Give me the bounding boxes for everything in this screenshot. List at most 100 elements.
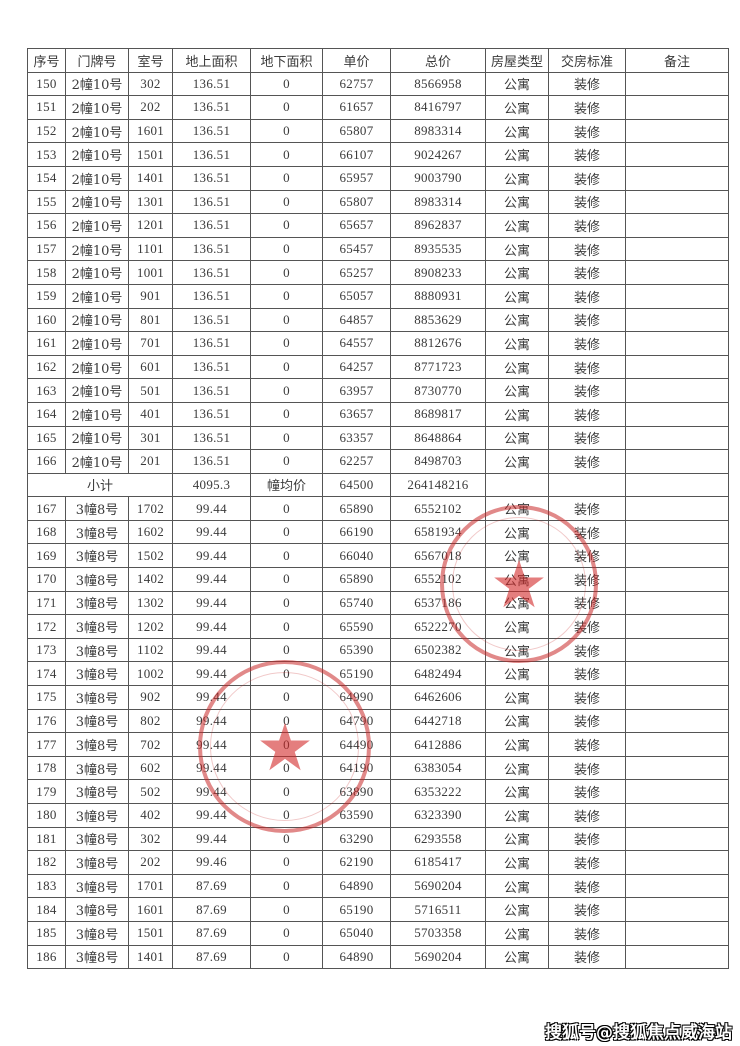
cell-room-no: 402	[128, 803, 173, 828]
cell-room-no: 401	[128, 401, 173, 427]
cell-unit-price: 65740	[322, 590, 391, 616]
cell-remarks	[625, 283, 729, 309]
cell-above-ground-area: 99.44	[172, 826, 251, 852]
cell-seq: 185	[27, 920, 66, 946]
cell-seq: 151	[27, 95, 66, 120]
cell-house-type: 公寓	[485, 189, 549, 215]
cell-house-type: 公寓	[485, 708, 549, 734]
subtotal-area: 4095.3	[172, 472, 251, 498]
cell-remarks	[625, 189, 729, 215]
cell-room-no: 301	[128, 425, 173, 451]
cell-seq: 161	[27, 331, 66, 356]
cell-seq: 165	[27, 425, 66, 451]
cell-remarks	[625, 401, 729, 427]
cell-above-ground-area: 136.51	[172, 260, 251, 285]
table-row: 152 2幢10号 1601 136.51 0 65807 8983314 公寓 装修	[27, 118, 729, 144]
cell-house-type: 公寓	[485, 637, 549, 663]
table-row: 167 3幢8号 1702 99.44 0 65890 6552102 公寓 装修	[27, 496, 729, 521]
cell-door-no: 3幢8号	[65, 944, 129, 970]
cell-seq: 167	[27, 496, 66, 521]
cell-total-price: 8812676	[390, 331, 486, 356]
cell-delivery-standard: 装修	[548, 331, 626, 356]
cell-room-no: 701	[128, 331, 173, 356]
cell-house-type: 公寓	[485, 944, 549, 970]
cell-house-type: 公寓	[485, 71, 549, 97]
table-row: 159 2幢10号 901 136.51 0 65057 8880931 公寓 装修	[27, 283, 729, 309]
cell-room-no: 902	[128, 685, 173, 710]
table-row: 168 3幢8号 1602 99.44 0 66190 6581934 公寓 装修	[27, 519, 729, 545]
cell-remarks	[625, 449, 729, 474]
table-row: 172 3幢8号 1202 99.44 0 65590 6522270 公寓 装修	[27, 614, 729, 639]
cell-house-type: 公寓	[485, 732, 549, 757]
cell-total-price: 5690204	[390, 944, 486, 970]
cell-door-no: 2幢10号	[65, 71, 129, 97]
cell-delivery-standard: 装修	[548, 425, 626, 451]
cell-door-no: 3幢8号	[65, 567, 129, 592]
cell-room-no: 501	[128, 378, 173, 403]
cell-seq: 163	[27, 378, 66, 403]
cell-house-type: 公寓	[485, 142, 549, 167]
cell-unit-price: 63357	[322, 425, 391, 451]
cell-remarks	[625, 496, 729, 521]
cell-house-type: 公寓	[485, 449, 549, 474]
cell-remarks	[625, 590, 729, 616]
cell-above-ground-area: 99.44	[172, 496, 251, 521]
cell-total-price: 6502382	[390, 637, 486, 663]
cell-house-type: 公寓	[485, 567, 549, 592]
cell-delivery-standard: 装修	[548, 732, 626, 757]
cell-room-no: 1501	[128, 142, 173, 167]
cell-seq: 172	[27, 614, 66, 639]
cell-delivery-standard: 装修	[548, 708, 626, 734]
cell-door-no: 3幢8号	[65, 708, 129, 734]
cell-delivery-standard: 装修	[548, 236, 626, 262]
cell-door-no: 3幢8号	[65, 826, 129, 852]
cell-unit-price: 63290	[322, 826, 391, 852]
cell-total-price: 5703358	[390, 920, 486, 946]
cell-delivery-standard: 装修	[548, 354, 626, 380]
cell-delivery-standard: 装修	[548, 543, 626, 569]
cell-seq: 170	[27, 567, 66, 592]
cell-room-no: 1602	[128, 519, 173, 545]
cell-unit-price: 65057	[322, 283, 391, 309]
cell-delivery-standard: 装修	[548, 449, 626, 474]
cell-delivery-standard: 装修	[548, 637, 626, 663]
cell-unit-price: 62190	[322, 850, 391, 875]
cell-unit-price: 65807	[322, 118, 391, 144]
cell-remarks	[625, 519, 729, 545]
cell-underground-area: 0	[250, 614, 323, 639]
cell-seq: 162	[27, 354, 66, 380]
cell-above-ground-area: 99.44	[172, 543, 251, 569]
cell-above-ground-area: 136.51	[172, 283, 251, 309]
cell-unit-price: 62257	[322, 449, 391, 474]
cell-total-price: 8730770	[390, 378, 486, 403]
table-row: 158 2幢10号 1001 136.51 0 65257 8908233 公寓 装修	[27, 260, 729, 285]
cell-remarks	[625, 142, 729, 167]
cell-room-no: 1401	[128, 944, 173, 970]
cell-seq: 183	[27, 873, 66, 899]
cell-room-no: 602	[128, 755, 173, 781]
cell-unit-price: 64890	[322, 873, 391, 899]
cell-delivery-standard: 装修	[548, 803, 626, 828]
cell-seq: 180	[27, 803, 66, 828]
cell-room-no: 1601	[128, 118, 173, 144]
cell-door-no: 2幢10号	[65, 165, 129, 191]
table-row: 181 3幢8号 302 99.44 0 63290 6293558 公寓 装修	[27, 826, 729, 852]
cell-above-ground-area: 99.44	[172, 779, 251, 804]
cell-delivery-standard: 装修	[548, 614, 626, 639]
cell-seq: 175	[27, 685, 66, 710]
cell-remarks	[625, 873, 729, 899]
cell-house-type: 公寓	[485, 614, 549, 639]
cell-underground-area: 0	[250, 260, 323, 285]
cell-house-type: 公寓	[485, 95, 549, 120]
cell-room-no: 302	[128, 71, 173, 97]
cell-door-no: 2幢10号	[65, 142, 129, 167]
cell-unit-price: 64790	[322, 708, 391, 734]
cell-door-no: 3幢8号	[65, 637, 129, 663]
cell-remarks	[625, 331, 729, 356]
cell-unit-price: 65957	[322, 165, 391, 191]
cell-room-no: 1402	[128, 567, 173, 592]
cell-room-no: 1102	[128, 637, 173, 663]
cell-delivery-standard: 装修	[548, 944, 626, 970]
cell-underground-area: 0	[250, 685, 323, 710]
cell-underground-area: 0	[250, 307, 323, 333]
